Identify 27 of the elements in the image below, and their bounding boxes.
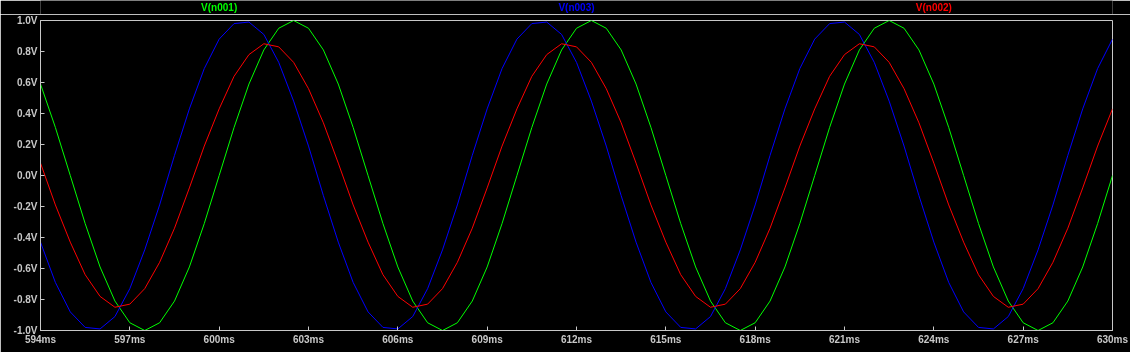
y-tick-label: -0.8V bbox=[13, 294, 38, 305]
x-tick-label: 615ms bbox=[650, 333, 682, 345]
x-tick-label: 630ms bbox=[1096, 333, 1129, 345]
x-tick-label: 600ms bbox=[203, 333, 236, 345]
series-label: V(n003) bbox=[558, 2, 595, 14]
x-tick-label: 618ms bbox=[739, 333, 772, 345]
y-tick-label: -0.4V bbox=[13, 232, 38, 243]
y-tick-label: 0.4V bbox=[16, 108, 38, 119]
x-tick-label: 609ms bbox=[471, 333, 504, 345]
y-tick-label: -1.0V bbox=[13, 325, 38, 336]
x-tick-label: 606ms bbox=[382, 333, 414, 345]
x-tick-label: 624ms bbox=[918, 333, 950, 345]
text: V(n001) bbox=[201, 2, 238, 14]
text: V(n002) bbox=[915, 2, 952, 14]
y-tick-label: 1.0V bbox=[16, 15, 38, 26]
x-tick-label: 597ms bbox=[114, 333, 146, 345]
x-tick-label: 621ms bbox=[828, 333, 861, 345]
y-tick-label: 0.8V bbox=[16, 46, 38, 57]
y-tick-label: 0.0V bbox=[16, 170, 38, 181]
x-tick-label: 627ms bbox=[1007, 333, 1040, 345]
x-tick-label: 603ms bbox=[292, 333, 325, 345]
y-tick-label: -0.2V bbox=[13, 201, 38, 212]
x-tick-label: 594ms bbox=[24, 333, 57, 345]
y-tick-label: 0.2V bbox=[16, 139, 38, 150]
y-tick-label: -0.6V bbox=[13, 263, 38, 274]
y-tick-label: 0.6V bbox=[16, 77, 38, 88]
x-tick-label: 612ms bbox=[560, 333, 593, 345]
